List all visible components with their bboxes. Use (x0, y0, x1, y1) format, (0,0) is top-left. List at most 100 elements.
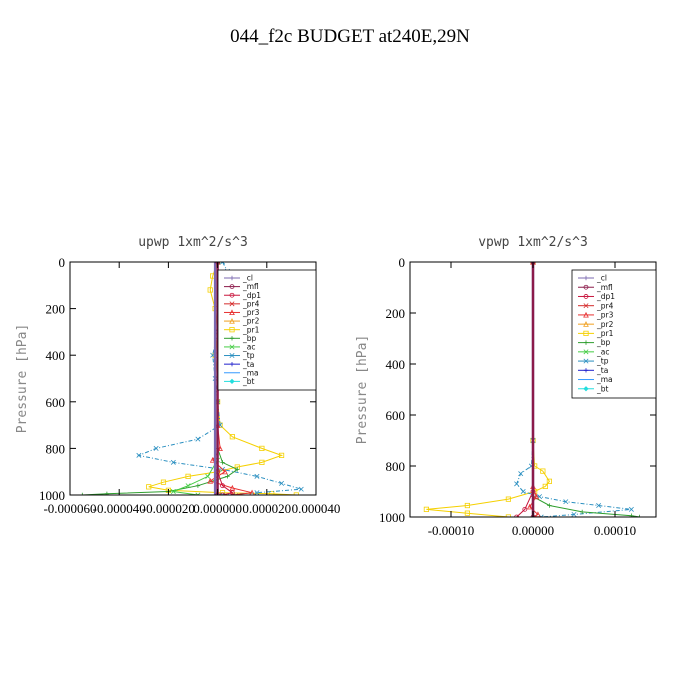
series-tp-marker (254, 473, 260, 479)
series-tp-marker (170, 459, 176, 465)
series-tp-marker (279, 480, 285, 486)
series-dp1-marker (522, 506, 528, 512)
y-axis-title: Pressure [hPa] (15, 324, 30, 434)
series-tp-marker (153, 445, 159, 451)
legend-bp-marker (229, 336, 235, 341)
legend-bt-marker (583, 386, 589, 392)
y-tick-label: 600 (386, 408, 406, 423)
legend-pr1-marker (229, 327, 235, 333)
series-ac-marker (195, 492, 201, 495)
y-tick-label: 600 (46, 395, 66, 410)
legend-label-cl: _cl (242, 274, 253, 283)
series-pr1-marker (185, 473, 191, 479)
legend-label-ma: _ma (242, 368, 259, 377)
series-tp-marker (518, 471, 524, 477)
legend-pr4-marker (583, 303, 589, 309)
legend-label-pr3: _pr3 (596, 311, 614, 320)
legend-label-dp1: _dp1 (242, 291, 261, 300)
panel-title: vpwp 1xm^2/s^3 (478, 235, 588, 250)
series-pr1-marker (160, 479, 167, 485)
series-ac-marker (185, 483, 191, 489)
x-tick-label: -0.000040 (93, 501, 146, 516)
legend-pr3-marker (229, 309, 235, 316)
legend-tp-marker (229, 353, 235, 359)
series-pr1-marker (464, 510, 471, 516)
x-tick-label: 0.00010 (594, 523, 636, 538)
series-pr3-marker (209, 456, 216, 463)
series-pr1-marker (546, 478, 553, 484)
legend-label-ma: _ma (596, 375, 613, 384)
legend-label-bp: _bp (596, 338, 611, 347)
legend-pr1-marker (583, 330, 589, 336)
legend-label-bp: _bp (242, 334, 257, 343)
legend-tp-marker (583, 358, 589, 364)
x-tick-label: -0.000020 (142, 501, 195, 516)
x-tick-label: 0.000020 (242, 501, 291, 516)
legend-ta-marker (229, 361, 235, 367)
series-bp-marker (195, 483, 201, 488)
series-pr1-marker (146, 484, 152, 490)
series-pr3-marker (217, 445, 223, 451)
legend-pr2-marker (229, 317, 235, 324)
y-tick-label: 1000 (39, 488, 65, 503)
series-pr1-marker (229, 434, 235, 440)
series-pr1-marker (423, 506, 430, 512)
series-bp-marker (629, 513, 634, 517)
legend-cl-marker (583, 275, 589, 281)
y-axis-title: Pressure [hPa] (355, 335, 370, 445)
y-tick-label: 200 (386, 306, 406, 321)
legend-label-tp: _tp (242, 351, 255, 360)
series-group (423, 262, 642, 517)
series-pr3-marker (222, 468, 228, 475)
series-pr1-marker (207, 287, 213, 293)
legend-bp-marker (583, 340, 589, 345)
series-pr3-marker (229, 484, 236, 491)
vpwp-panel: vpwp 1xm^2/s^3 Pressure [hPa] 0 200 400 600 80… (355, 235, 657, 538)
series-bp-marker (637, 514, 642, 517)
series-tp-marker (628, 506, 634, 512)
y-tick-label: 800 (46, 441, 66, 456)
legend-label-ta: _ta (596, 366, 608, 375)
x-tick-label: -0.000060 (43, 501, 96, 516)
legend-label-mfl: _mfl (596, 283, 613, 292)
x-tick-label: 0.00000 (512, 523, 554, 538)
y-tick-label: 400 (386, 357, 406, 372)
series-bp-marker (104, 491, 110, 495)
legend-ta-marker (583, 368, 589, 373)
legend-label-dp1: _dp1 (596, 292, 615, 301)
y-tick-label: 0 (59, 255, 66, 270)
legend-bt-marker (229, 378, 235, 385)
series-line-ac (171, 262, 219, 495)
legend-label-pr1: _pr1 (242, 325, 260, 334)
series-bp-marker (580, 509, 585, 515)
series-pr1-marker (540, 468, 546, 474)
y-tick-label: 0 (399, 255, 406, 270)
series-pr1-marker (259, 459, 265, 465)
legend-mfl-marker (583, 284, 589, 290)
panel-title: upwp 1xm^2/s^3 (138, 235, 248, 250)
series-bp-marker (547, 503, 552, 508)
x-tick-label: 0.000040 (292, 501, 341, 516)
series-bp-marker (225, 474, 230, 479)
y-tick-label: 1000 (379, 510, 405, 525)
series-bp-marker (235, 467, 240, 472)
series-bp-marker (220, 460, 225, 465)
series-pr3-marker (526, 503, 533, 510)
legend-label-bt: _bt (242, 377, 255, 386)
series-tp-marker (298, 486, 304, 492)
legend-label-pr4: _pr4 (596, 301, 614, 310)
series-tp-marker (514, 481, 520, 487)
legend-pr2-marker (583, 321, 589, 327)
series-tp-marker (195, 436, 201, 442)
legend-label-pr1: _pr1 (596, 329, 614, 338)
series-pr1-marker (542, 483, 548, 490)
series-tp-marker (596, 503, 602, 509)
series-dp1-marker (220, 483, 225, 489)
series-pr1-marker (259, 445, 265, 452)
series-dp1-marker (220, 492, 225, 495)
legend-ac-marker (583, 349, 589, 355)
legend-label-pr2: _pr2 (242, 317, 260, 326)
series-tp-marker (254, 490, 260, 495)
series-pr1-marker (464, 502, 471, 509)
x-tick-label: -0.00010 (428, 523, 475, 538)
